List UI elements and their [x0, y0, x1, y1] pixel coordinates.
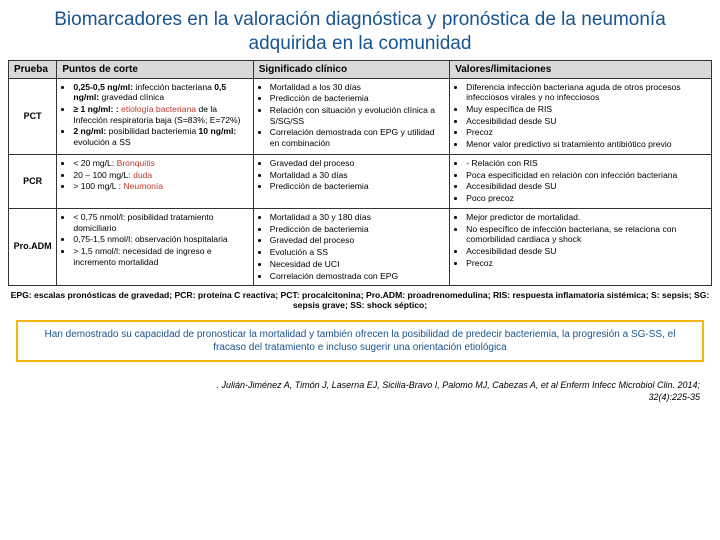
header-row: Prueba Puntos de corte Significado clíni… [9, 60, 712, 78]
pct-significado: Mortalidad a los 30 díasPredicción de ba… [253, 78, 449, 154]
row-pcr: PCR < 20 mg/L: Bronquitis 20 – 100 mg/L:… [9, 154, 712, 208]
row-proadm: Pro.ADM < 0,75 nmol/l: posibilidad trata… [9, 208, 712, 285]
pcr-puntos: < 20 mg/L: Bronquitis 20 – 100 mg/L: dud… [57, 154, 253, 208]
proadm-significado: Mortalidad a 30 y 180 díasPredicción de … [253, 208, 449, 285]
th-puntos: Puntos de corte [57, 60, 253, 78]
pct-valores: Diferencia infección bacteriana aguda de… [450, 78, 712, 154]
th-prueba: Prueba [9, 60, 57, 78]
pct-puntos: 0,25-0,5 ng/ml: infección bacteriana 0,5… [57, 78, 253, 154]
pcr-valores: - Relación con RISPoca especificidad en … [450, 154, 712, 208]
label-proadm: Pro.ADM [9, 208, 57, 285]
row-pct: PCT 0,25-0,5 ng/ml: infección bacteriana… [9, 78, 712, 154]
label-pcr: PCR [9, 154, 57, 208]
highlight-box: Han demostrado su capacidad de pronostic… [16, 320, 704, 362]
proadm-puntos: < 0,75 nmol/l: posibilidad tratamiento d… [57, 208, 253, 285]
citation-text: . Julián-Jiménez A, Timón J, Laserna EJ,… [0, 362, 720, 403]
slide-title: Biomarcadores en la valoración diagnósti… [0, 0, 720, 60]
abbreviations-footnote: EPG: escalas pronósticas de gravedad; PC… [0, 286, 720, 310]
th-significado: Significado clínico [253, 60, 449, 78]
pcr-significado: Gravedad del procesoMortalidad a 30 días… [253, 154, 449, 208]
proadm-valores: Mejor predictor de mortalidad.No específ… [450, 208, 712, 285]
th-valores: Valores/limitaciones [450, 60, 712, 78]
label-pct: PCT [9, 78, 57, 154]
biomarkers-table: Prueba Puntos de corte Significado clíni… [8, 60, 712, 287]
